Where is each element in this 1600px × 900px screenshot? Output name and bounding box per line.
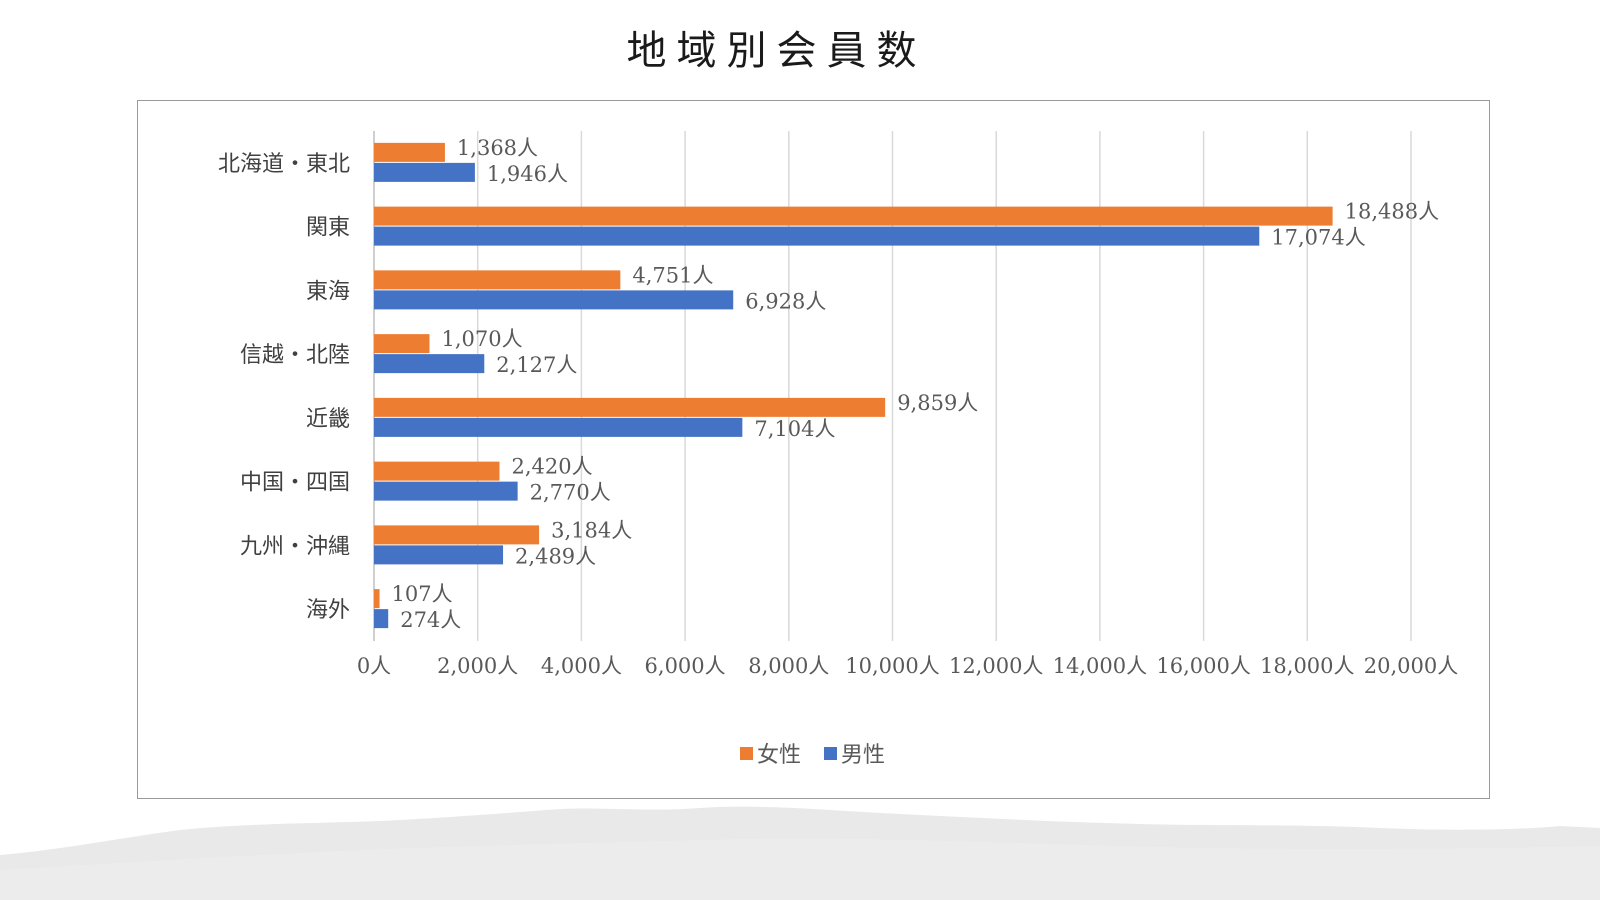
x-tick-label: 2,000人: [437, 654, 518, 678]
x-tick-label: 16,000人: [1156, 654, 1250, 678]
data-label: 107人: [392, 582, 453, 606]
data-label: 9,859人: [897, 391, 978, 415]
bar-female: [374, 206, 1333, 226]
x-tick-label: 14,000人: [1053, 654, 1147, 678]
category-label: 関東: [306, 216, 350, 241]
page-title: 地域別会員数: [626, 28, 927, 74]
data-label: 2,489人: [515, 544, 596, 568]
bar-male: [374, 354, 485, 374]
bar-male: [374, 481, 518, 501]
data-label: 18,488人: [1345, 200, 1439, 224]
category-label: 北海道・東北: [218, 152, 350, 177]
x-tick-label: 10,000人: [845, 654, 939, 678]
legend-swatch: [824, 747, 837, 760]
data-label: 7,104人: [754, 417, 835, 441]
category-label: 東海: [306, 279, 350, 304]
x-tick-label: 8,000人: [748, 654, 829, 678]
category-label: 信越・北陸: [240, 343, 350, 368]
data-labels: 1,368人 18,488人 4,751人 1,070人 9,859人 2,420人 3,1…: [392, 136, 1440, 632]
bar-female: [374, 589, 380, 609]
bar-female: [374, 525, 540, 545]
bar-chart: 1,368人 18,488人 4,751人 1,070人 9,859人 2,420人 3,1…: [218, 131, 1458, 768]
data-label: 6,928人: [745, 289, 826, 313]
legend-swatch: [740, 747, 753, 760]
bar-male: [374, 162, 475, 182]
legend: 女性 男性: [740, 743, 885, 768]
data-label: 2,127人: [496, 353, 577, 377]
data-label: 4,751人: [632, 263, 713, 287]
category-label: 近畿: [306, 407, 350, 432]
data-label: 2,420人: [511, 455, 592, 479]
bars: [374, 142, 1333, 629]
x-tick-labels: 0人 2,000人 4,000人 6,000人 8,000人 10,000人 12,000人…: [357, 654, 1458, 678]
x-tick-label: 18,000人: [1260, 654, 1354, 678]
category-label: 九州・沖縄: [240, 534, 350, 559]
bar-male: [374, 226, 1260, 246]
category-label: 中国・四国: [240, 471, 350, 496]
bar-male: [374, 417, 743, 437]
bar-female: [374, 334, 430, 354]
data-label: 17,074人: [1271, 226, 1365, 250]
bar-female: [374, 397, 886, 417]
bar-male: [374, 609, 389, 629]
legend-label: 女性: [757, 743, 801, 768]
category-label: 海外: [306, 598, 350, 623]
data-label: 1,946人: [487, 162, 568, 186]
legend-label: 男性: [841, 743, 885, 768]
data-label: 274人: [400, 608, 461, 632]
x-tick-label: 6,000人: [645, 654, 726, 678]
bar-female: [374, 461, 500, 481]
bar-female: [374, 142, 445, 162]
bar-male: [374, 545, 504, 565]
bar-female: [374, 270, 621, 290]
x-tick-label: 0人: [357, 654, 391, 678]
x-tick-label: 12,000人: [949, 654, 1043, 678]
data-label: 3,184人: [551, 518, 632, 542]
data-label: 1,070人: [441, 327, 522, 351]
bar-male: [374, 290, 734, 310]
data-label: 2,770人: [530, 481, 611, 505]
x-tick-label: 4,000人: [541, 654, 622, 678]
chart-frame: 1,368人 18,488人 4,751人 1,070人 9,859人 2,420人 3,1…: [137, 100, 1490, 799]
data-label: 1,368人: [457, 136, 538, 160]
x-tick-label: 20,000人: [1364, 654, 1458, 678]
footer-terrain: [0, 806, 1600, 900]
